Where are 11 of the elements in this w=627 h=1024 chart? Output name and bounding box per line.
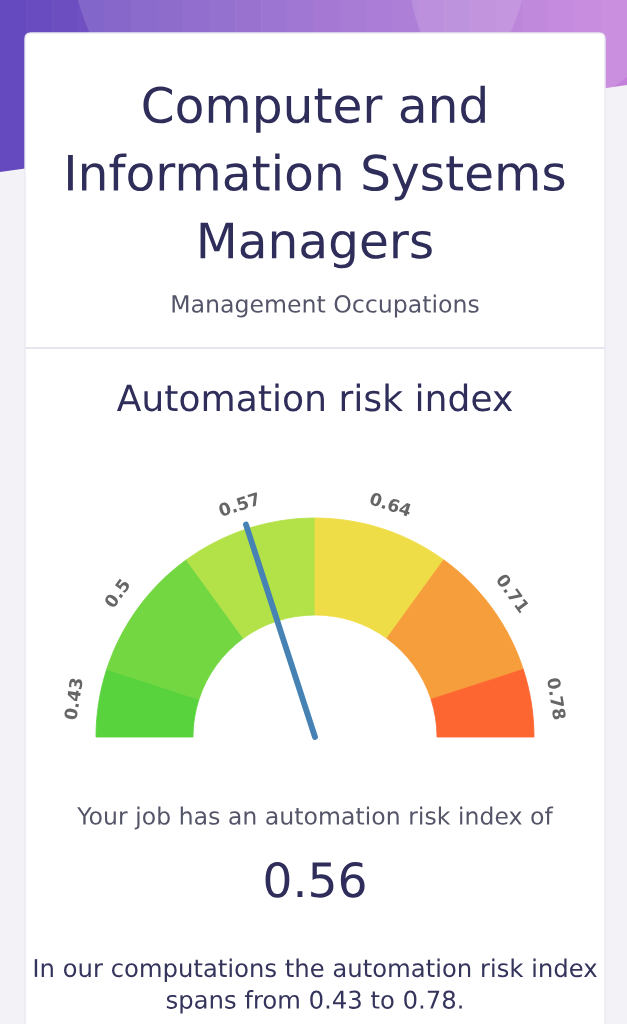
text: In our computations the automation risk index spans from 0.43 to 0.78.	[34, 958, 597, 1014]
chart-title: Computer and Information Systems Managers	[68, 85, 565, 269]
chart-subtitle: Management Occupations	[172, 294, 479, 318]
slice-label: 0.43	[63, 677, 84, 721]
text: Your job has an automation risk index of	[77, 806, 554, 830]
text: 0.56	[265, 861, 365, 898]
slice-label: 0.78	[546, 677, 567, 720]
slice-label: 0.5	[103, 577, 131, 609]
slice-label: 0.64	[368, 491, 413, 517]
slice-label: 0.57	[217, 491, 261, 517]
text: Automation risk index	[116, 383, 513, 412]
